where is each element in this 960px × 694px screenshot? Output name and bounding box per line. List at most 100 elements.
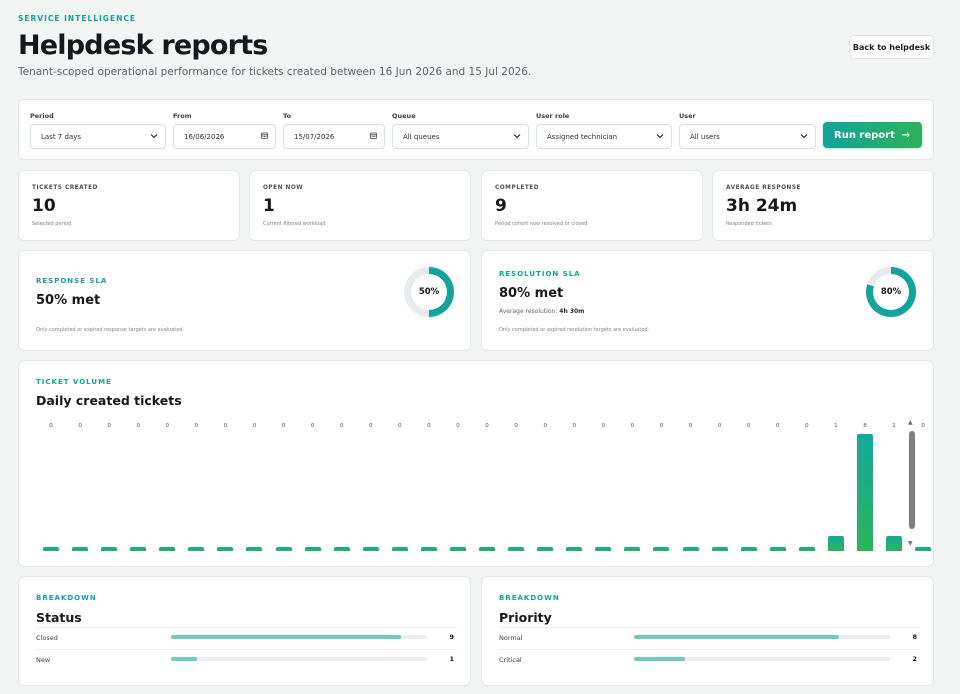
calendar-icon[interactable] — [261, 132, 268, 141]
volume-bar — [915, 547, 932, 551]
volume-bar — [653, 547, 670, 551]
volume-bar — [275, 547, 292, 551]
bar-value-label: 0 — [369, 423, 373, 429]
to-filter: To 15/07/2026 — [283, 112, 385, 149]
volume-bar — [769, 547, 786, 551]
user-select[interactable]: All users — [679, 124, 816, 149]
to-date-input[interactable]: 15/07/2026 — [283, 124, 385, 149]
stat-label: TICKETS CREATED — [32, 185, 98, 191]
volume-bar — [479, 547, 496, 551]
breakdown-bar-fill — [634, 635, 839, 639]
breakdown-row: New 1 — [36, 649, 457, 669]
resolution-sla-percent: 80% — [873, 274, 909, 310]
status-breakdown-card: BREAKDOWN Status Closed 9 New 1 — [18, 576, 471, 686]
stat-label: OPEN NOW — [263, 185, 304, 191]
page-title: Helpdesk reports — [18, 30, 268, 61]
stat-value: 1 — [263, 196, 275, 216]
bar-value-label: 0 — [485, 423, 489, 429]
breakdown-row-count: 9 — [449, 633, 454, 641]
ticket-volume-label: TICKET VOLUME — [36, 378, 112, 386]
from-value: 16/06/2026 — [184, 132, 225, 141]
breakdown-title: Priority — [499, 610, 552, 625]
stat-label: COMPLETED — [495, 185, 540, 191]
volume-bar — [333, 547, 350, 551]
breakdown-row-count: 1 — [449, 655, 454, 663]
stat-value: 3h 24m — [726, 196, 798, 216]
breakdown-label: BREAKDOWN — [499, 594, 560, 602]
to-label: To — [283, 112, 292, 120]
period-select[interactable]: Last 7 days — [30, 124, 166, 149]
volume-bar — [420, 547, 437, 551]
volume-bar — [101, 547, 118, 551]
chevron-down-icon — [150, 132, 158, 141]
bar-value-label: 0 — [194, 423, 199, 429]
volume-bar — [711, 547, 728, 551]
run-report-label: Run report — [834, 129, 895, 141]
breakdown-row-count: 8 — [912, 633, 917, 641]
breakdown-bar-track — [634, 635, 890, 639]
bar-value-label: 0 — [107, 423, 111, 429]
filter-bar: Period Last 7 days From 16/06/2026 To 15… — [18, 99, 934, 160]
period-value: Last 7 days — [41, 132, 82, 141]
priority-breakdown-card: BREAKDOWN Priority Normal 8 Critical 2 — [481, 576, 934, 686]
resolution-sla-value: 80% met — [499, 286, 564, 301]
bar-value-label: 0 — [281, 423, 286, 429]
scroll-down-icon[interactable]: ▼ — [908, 540, 913, 547]
volume-bar — [508, 547, 525, 551]
volume-bar — [159, 547, 176, 551]
volume-bar — [740, 547, 757, 551]
ticket-volume-card: TICKET VOLUME Daily created tickets 0 0 0 0… — [18, 360, 934, 567]
stat-label: AVERAGE RESPONSE — [726, 185, 801, 191]
stat-value: 10 — [32, 196, 56, 216]
stat-caption: Current filtered workload — [263, 221, 326, 227]
role-filter: User role Assigned technician — [536, 112, 672, 149]
bar-value-label: 0 — [339, 423, 344, 429]
bar-value-label: 0 — [543, 423, 547, 429]
bar-value-label: 0 — [572, 423, 577, 429]
average-resolution-value: 4h 30m — [559, 308, 585, 315]
response-sla-gauge: 50% — [404, 267, 454, 317]
breakdown-bar-fill — [634, 657, 686, 661]
breakdown-row-count: 2 — [912, 655, 917, 663]
volume-bar — [798, 547, 815, 551]
stat-completed: COMPLETED 9 Period cohort now resolved o… — [481, 170, 703, 241]
bar-value-label: 0 — [921, 423, 925, 429]
average-resolution-label: Average resolution: — [499, 308, 558, 315]
volume-bar — [362, 547, 379, 551]
response-sla-label: RESPONSE SLA — [36, 277, 108, 285]
breakdown-bar-fill — [171, 657, 197, 661]
role-label: User role — [536, 112, 570, 120]
bar-value-label: 0 — [310, 423, 315, 429]
page-eyebrow: SERVICE INTELLIGENCE — [18, 14, 136, 23]
chevron-down-icon — [656, 132, 664, 141]
stat-caption: Period cohort now resolved or closed — [495, 221, 588, 227]
queue-select[interactable]: All queues — [392, 124, 529, 149]
role-value: Assigned technician — [547, 132, 618, 141]
calendar-icon[interactable] — [370, 132, 377, 141]
breakdown-bar-track — [171, 635, 427, 639]
run-report-button[interactable]: Run report → — [823, 122, 922, 148]
average-resolution: Average resolution: 4h 30m — [499, 308, 584, 315]
volume-bar — [886, 536, 903, 551]
breakdown-bar-track — [171, 657, 427, 661]
scroll-up-icon[interactable]: ▲ — [908, 419, 913, 426]
stat-tickets-created: TICKETS CREATED 10 Selected period — [18, 170, 240, 241]
bar-value-label: 0 — [456, 423, 460, 429]
bar-value-label: 0 — [78, 423, 82, 429]
stat-average-response: AVERAGE RESPONSE 3h 24m Responded ticket… — [712, 170, 934, 241]
chart-scrollbar[interactable] — [909, 431, 915, 529]
breakdown-row-name: Normal — [499, 634, 523, 642]
volume-bar — [827, 536, 844, 551]
from-date-input[interactable]: 16/06/2026 — [173, 124, 276, 149]
resolution-sla-gauge: 80% — [866, 267, 916, 317]
breakdown-bar-fill — [171, 635, 402, 639]
to-value: 15/07/2026 — [294, 132, 335, 141]
page-subtitle: Tenant-scoped operational performance fo… — [18, 66, 532, 78]
role-select[interactable]: Assigned technician — [536, 124, 672, 149]
response-sla-note: Only completed or expired response targe… — [36, 327, 185, 333]
volume-bar — [130, 547, 147, 551]
bar-value-label: 0 — [717, 423, 722, 429]
back-to-helpdesk-button[interactable]: Back to helpdesk — [849, 35, 934, 59]
resolution-sla-note: Only completed or expired resolution tar… — [499, 327, 650, 333]
period-filter: Period Last 7 days — [30, 112, 166, 149]
